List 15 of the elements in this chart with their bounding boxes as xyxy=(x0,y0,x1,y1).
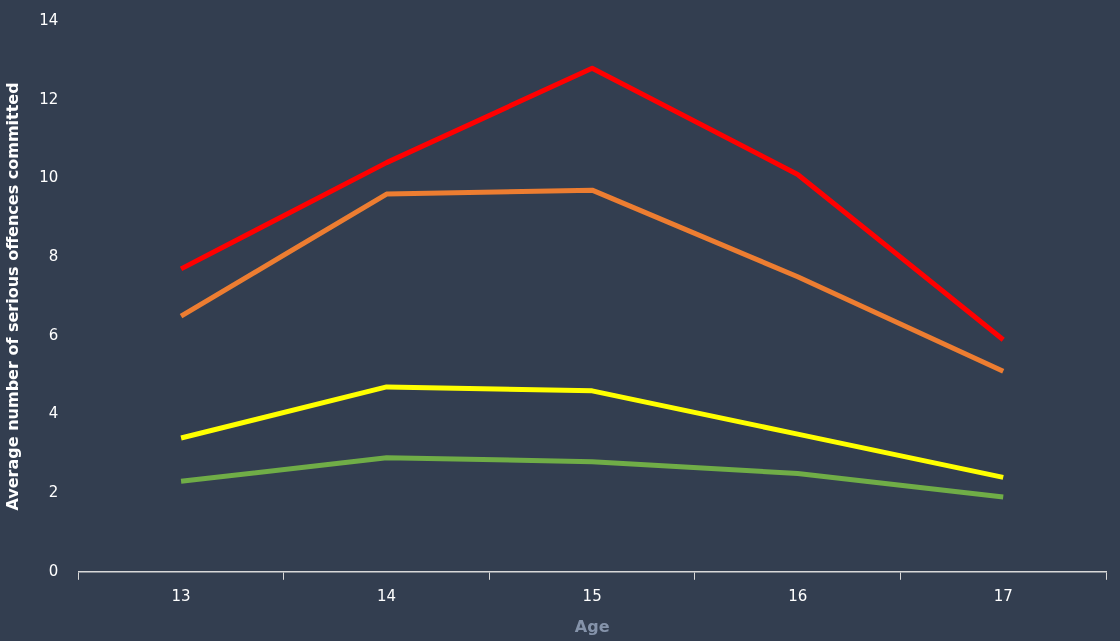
y-tick-label: 0 xyxy=(48,561,59,580)
y-tick-label: 4 xyxy=(48,404,59,423)
x-tick-label: 17 xyxy=(993,586,1013,605)
y-tick-label: 14 xyxy=(39,10,59,29)
x-tick-label: 16 xyxy=(788,586,808,605)
x-tick-label: 13 xyxy=(171,586,191,605)
y-tick-label: 2 xyxy=(48,483,59,501)
y-tick-label: 8 xyxy=(48,246,59,265)
y-tick-label: 10 xyxy=(39,168,59,187)
y-axis-title: Average number of serious offences committed xyxy=(2,82,22,511)
x-tick-label: 14 xyxy=(377,586,397,605)
x-axis-title: Age xyxy=(574,616,610,636)
y-tick-label: 12 xyxy=(39,89,59,108)
y-tick-label: 6 xyxy=(48,325,59,344)
x-tick-label: 15 xyxy=(582,586,602,605)
